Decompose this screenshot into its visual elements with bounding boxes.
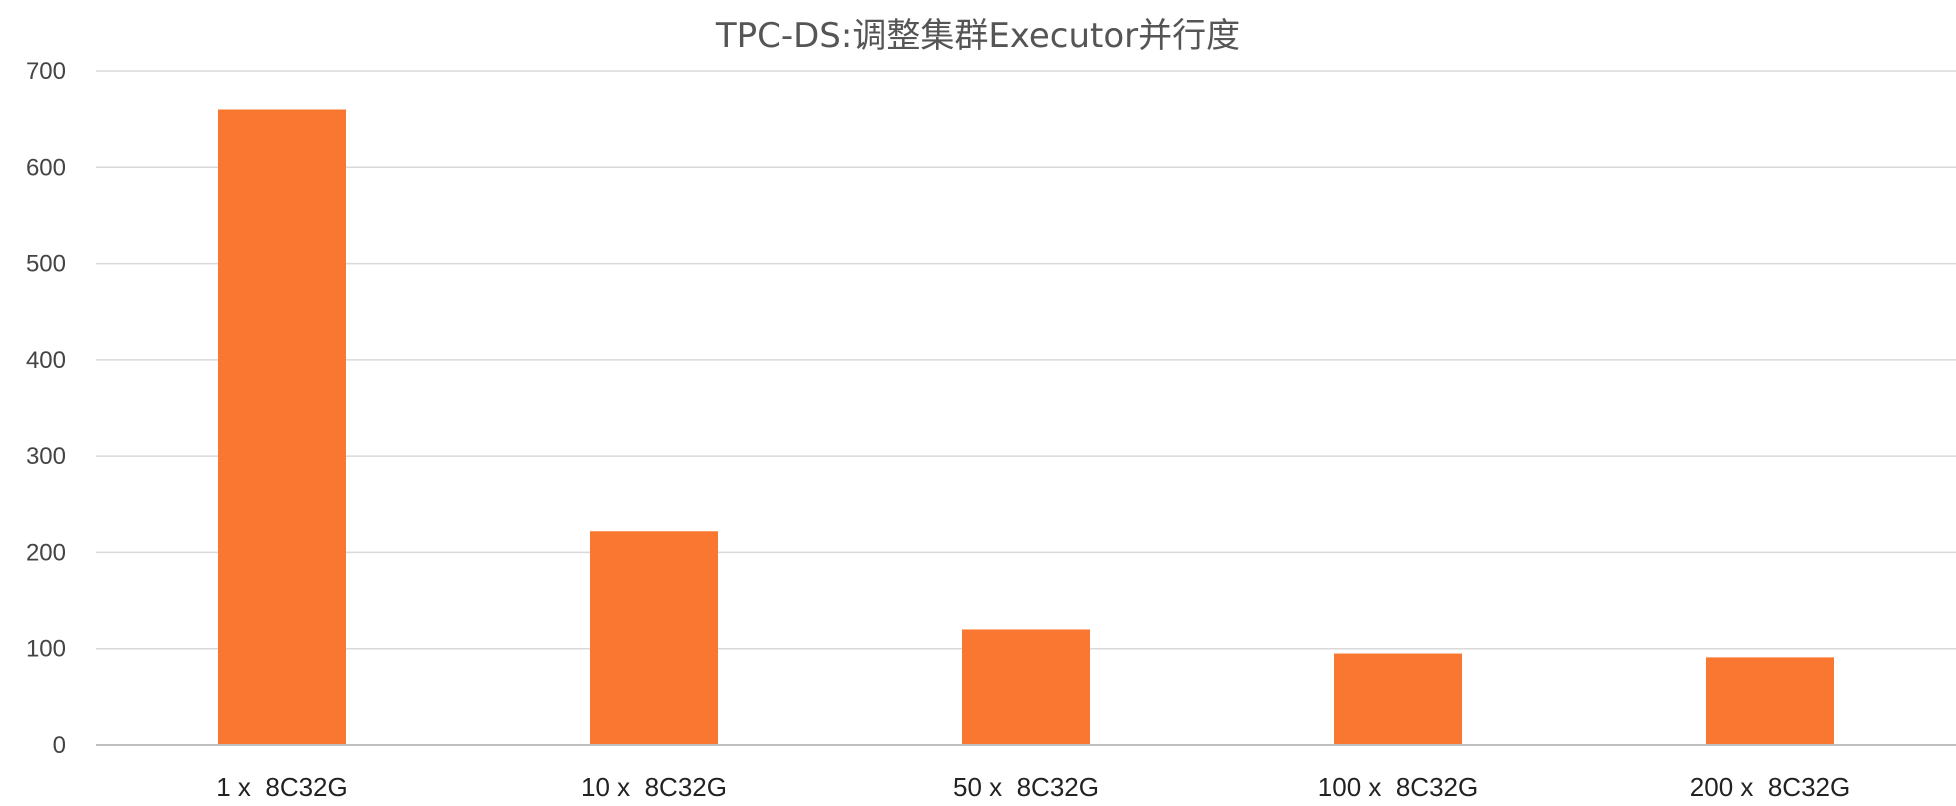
chart-title: TPC-DS:调整集群Executor并行度 [715, 16, 1241, 56]
x-tick-label: 200 x 8C32G [1690, 772, 1850, 802]
x-tick-label: 100 x 8C32G [1318, 772, 1478, 802]
bar [218, 109, 346, 745]
y-tick-label: 200 [26, 539, 66, 566]
bar-layer [218, 109, 1834, 745]
y-tick-label: 300 [26, 443, 66, 470]
bar [962, 629, 1090, 745]
x-tick-label: 1 x 8C32G [216, 772, 348, 802]
y-tick-label: 700 [26, 58, 66, 85]
y-tick-label: 0 [53, 732, 66, 759]
grid-layer [96, 70, 1956, 650]
y-tick-label: 400 [26, 347, 66, 374]
bar [1334, 653, 1462, 745]
bar [1706, 657, 1834, 745]
y-tick-label: 500 [26, 251, 66, 278]
y-tick-label: 100 [26, 636, 66, 663]
bar [590, 531, 718, 745]
x-tick-label: 50 x 8C32G [953, 772, 1099, 802]
y-tick-label: 600 [26, 154, 66, 181]
label-layer: 0 100 200 300 400 500 600 700 1 x 8C32G 10 x 8C32… [26, 58, 1850, 802]
x-tick-label: 10 x 8C32G [581, 772, 727, 802]
